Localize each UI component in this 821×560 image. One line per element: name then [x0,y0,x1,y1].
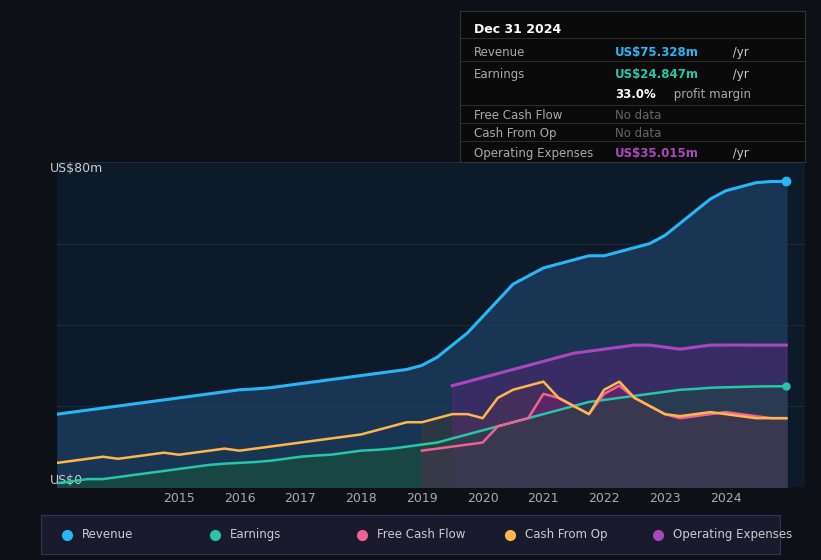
Text: Operating Expenses: Operating Expenses [474,147,593,160]
Text: Earnings: Earnings [474,68,525,81]
Text: No data: No data [615,109,661,122]
Text: Free Cash Flow: Free Cash Flow [378,528,466,542]
Text: 33.0%: 33.0% [615,88,656,101]
Text: /yr: /yr [729,68,749,81]
Text: US$35.015m: US$35.015m [615,147,699,160]
Text: Revenue: Revenue [82,528,133,542]
Text: /yr: /yr [729,45,749,59]
Text: US$0: US$0 [50,474,83,487]
Text: US$75.328m: US$75.328m [615,45,699,59]
Text: Dec 31 2024: Dec 31 2024 [474,23,561,36]
Text: profit margin: profit margin [670,88,751,101]
Text: Cash From Op: Cash From Op [474,127,556,140]
Text: Free Cash Flow: Free Cash Flow [474,109,562,122]
Text: Cash From Op: Cash From Op [525,528,608,542]
Text: Earnings: Earnings [230,528,281,542]
Text: US$24.847m: US$24.847m [615,68,699,81]
Text: US$80m: US$80m [50,162,103,175]
Text: No data: No data [615,127,661,140]
Text: /yr: /yr [729,147,749,160]
Text: Operating Expenses: Operating Expenses [673,528,792,542]
Text: Revenue: Revenue [474,45,525,59]
